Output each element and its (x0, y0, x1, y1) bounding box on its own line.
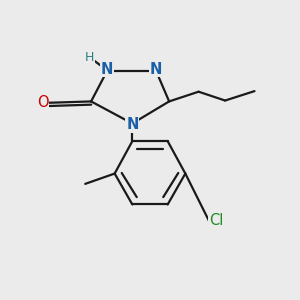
Text: N: N (150, 61, 162, 76)
Text: N: N (126, 118, 139, 133)
Text: O: O (37, 95, 48, 110)
Text: N: N (101, 61, 113, 76)
Text: H: H (85, 51, 94, 64)
Text: Cl: Cl (209, 213, 224, 228)
